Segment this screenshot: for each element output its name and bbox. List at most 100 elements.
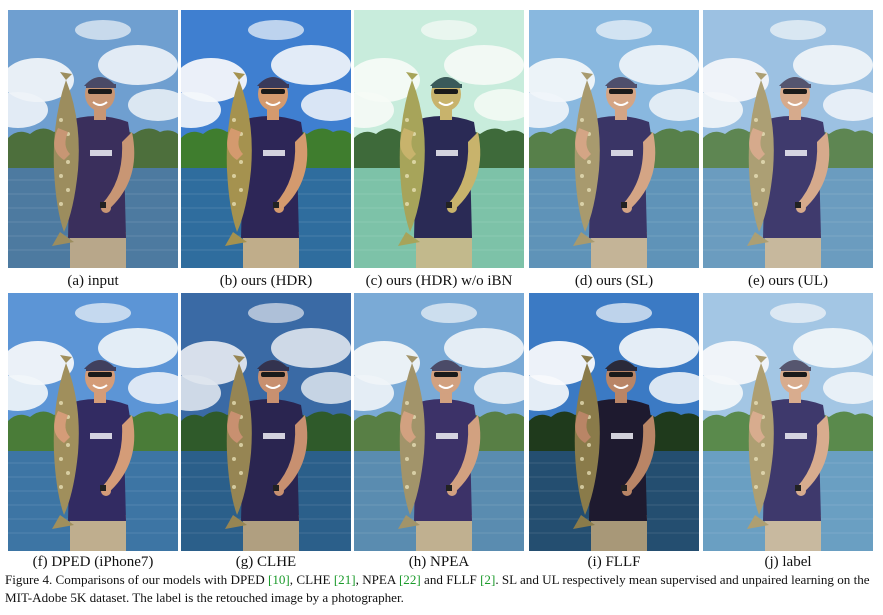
baseball-cap (84, 77, 116, 86)
watch (795, 202, 801, 208)
smile (92, 101, 108, 106)
fish-tail (398, 515, 420, 529)
fish-spot (232, 118, 236, 122)
shirt-logo (263, 433, 285, 439)
smile (787, 384, 803, 389)
baseball-cap (605, 360, 637, 369)
left-arm (749, 128, 765, 160)
fish-spot (761, 443, 765, 447)
cloud (444, 45, 524, 85)
cloud (354, 341, 420, 385)
fish-spot (405, 457, 409, 461)
cloud (529, 375, 569, 411)
sunglasses (783, 89, 807, 94)
caption-label: (j) label (764, 554, 812, 570)
cloud (823, 372, 873, 404)
cap-brim (432, 84, 462, 88)
caption-hdr: (b) ours (HDR) (219, 273, 313, 289)
sunglasses (261, 89, 285, 94)
fish-tail (52, 232, 74, 246)
watch (621, 202, 627, 208)
fish-tail (573, 515, 595, 529)
right-arm (275, 415, 308, 493)
shirt-logo (611, 150, 633, 156)
fish-spot (66, 471, 70, 475)
watch (621, 485, 627, 491)
cloud (75, 303, 131, 323)
cloud (421, 20, 477, 40)
cloud (301, 89, 351, 121)
caption-text-2: , CLHE (289, 572, 334, 587)
cloud (248, 20, 304, 40)
fish-jaw (406, 72, 418, 80)
right-arm (275, 132, 308, 210)
fish-spot (405, 118, 409, 122)
fish-spot (761, 471, 765, 475)
left-arm (54, 411, 70, 443)
left-arm (227, 411, 243, 443)
fish-spot (59, 457, 63, 461)
caption-ul: (e) ours (UL) (748, 273, 828, 289)
left-arm (54, 128, 70, 160)
caption-clhe: (g) CLHE (235, 554, 297, 570)
caption-text-1: Figure 4. Comparisons of our models with… (5, 572, 268, 587)
right-arm (797, 415, 830, 493)
fish-spot (405, 202, 409, 206)
caption-noibn: (c) ours (HDR) w/o iBN (365, 273, 513, 289)
cap-brim (607, 367, 637, 371)
citation-dped[interactable]: [10] (267, 572, 290, 587)
fish-spot (59, 118, 63, 122)
cloud (529, 92, 569, 128)
fish-spot (761, 188, 765, 192)
fish-spot (405, 485, 409, 489)
smile (265, 384, 281, 389)
cap-brim (259, 367, 289, 371)
fish-spot (754, 174, 758, 178)
fish-spot (587, 443, 591, 447)
watch (446, 485, 452, 491)
citation-npea[interactable]: [22] (398, 572, 421, 587)
fish-tail (747, 232, 769, 246)
citation-clhe[interactable]: [21] (333, 572, 356, 587)
image-panel-label (703, 293, 873, 551)
cloud (770, 303, 826, 323)
cloud (181, 58, 247, 102)
cloud (649, 372, 699, 404)
sunglasses (609, 372, 633, 377)
fish-spot (239, 471, 243, 475)
fish-spot (754, 457, 758, 461)
fish-spot (66, 160, 70, 164)
cloud (529, 58, 595, 102)
sunglasses (261, 372, 285, 377)
cloud (596, 303, 652, 323)
shirt-logo (90, 433, 112, 439)
cloud (793, 45, 873, 85)
right-arm (102, 132, 135, 210)
left-arm (227, 128, 243, 160)
fish-spot (405, 401, 409, 405)
cloud (8, 341, 74, 385)
fish-spot (412, 443, 416, 447)
left-arm (400, 128, 416, 160)
watch (273, 202, 279, 208)
fish-spot (580, 401, 584, 405)
baseball-cap (257, 360, 289, 369)
image-panel-ul (703, 10, 873, 268)
citation-fllf[interactable]: [2] (480, 572, 496, 587)
cloud (770, 20, 826, 40)
fish-spot (580, 485, 584, 489)
fish-tail (52, 515, 74, 529)
cloud (8, 375, 48, 411)
cloud (8, 92, 48, 128)
fish-spot (412, 160, 416, 164)
cloud (98, 45, 178, 85)
left-arm (749, 411, 765, 443)
caption-npea: (h) NPEA (408, 554, 470, 570)
baseball-cap (430, 77, 462, 86)
cap-brim (259, 84, 289, 88)
image-panel-hdr (181, 10, 351, 268)
caption-text-3: , NPEA (355, 572, 399, 587)
photo-ul (703, 10, 873, 268)
right-arm (448, 415, 481, 493)
fish-jaw (233, 72, 245, 80)
